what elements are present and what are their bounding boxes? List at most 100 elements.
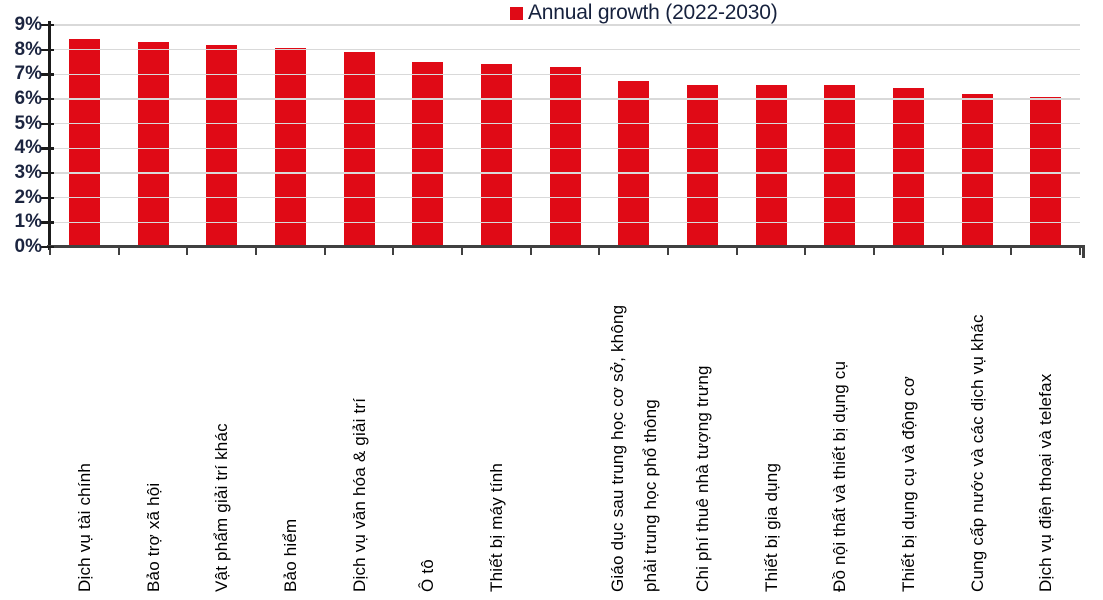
x-axis-tick: [735, 248, 738, 255]
x-axis-tick: [1079, 248, 1081, 255]
bar: [686, 85, 718, 247]
bar-slot: [805, 25, 874, 247]
y-axis-tick: [40, 122, 54, 125]
y-tick-label: 0%: [14, 236, 42, 257]
y-axis-tick: [40, 147, 54, 150]
gridline: [50, 98, 1080, 100]
x-label-slot: Thiết bị gia dụng: [737, 258, 806, 592]
bar: [824, 85, 856, 247]
y-axis-tick: [40, 221, 54, 224]
x-label-slot: Chi phí thuê nhà tượng trưng: [668, 258, 737, 592]
gridline: [50, 147, 1080, 150]
x-label-slot: Dịch vụ tài chính: [50, 258, 119, 592]
x-category-label: Thiết bị dụng cụ và động cơ: [898, 376, 918, 592]
gridline: [50, 221, 1080, 224]
x-category-label: Bảo trợ xã hội: [143, 482, 163, 592]
bar: [137, 42, 169, 247]
x-label-slot: Dịch vụ điện thoại và telefax: [1011, 258, 1080, 592]
bar-slot: [462, 25, 531, 247]
y-tick-label: 2%: [14, 186, 42, 208]
gridline: [50, 24, 1080, 26]
x-axis-tick: [117, 248, 120, 255]
y-tick-label: 3%: [14, 162, 42, 183]
bar-slot: [325, 25, 394, 247]
y-axis-tick: [40, 48, 54, 51]
x-category-label: Chi phí thuê nhà tượng trưng: [692, 365, 712, 592]
x-label-slot: Bảo trợ xã hội: [119, 258, 188, 592]
bar-slot: [393, 25, 462, 247]
y-axis-line: [48, 21, 51, 250]
x-axis-line: [47, 245, 1085, 248]
legend-label: Annual growth (2022-2030): [528, 1, 778, 24]
x-axis-tick: [598, 248, 601, 255]
x-label-slot: Bảo hiểm: [256, 258, 325, 592]
x-category-label: Dịch vụ tài chính: [74, 462, 94, 592]
gridline: [50, 196, 1080, 199]
x-label-slot: [531, 258, 600, 592]
y-axis-tick: [40, 196, 54, 199]
x-axis-tick: [461, 248, 463, 255]
x-category-label: Vật phẩm giải trí khác: [212, 423, 232, 592]
x-category-label: Thiết bị gia dụng: [761, 462, 781, 592]
x-axis-tick: [392, 248, 395, 255]
gridline: [50, 122, 1080, 125]
x-axis-tick: [1010, 248, 1013, 255]
bar: [549, 66, 581, 247]
bar: [961, 94, 993, 247]
x-category-label: Bảo hiểm: [280, 518, 300, 592]
x-axis-tick: [804, 248, 807, 255]
bar-slot: [668, 25, 737, 247]
bar: [68, 38, 100, 247]
y-tick-label: 9%: [14, 14, 42, 35]
bar: [892, 87, 924, 247]
x-axis-tick: [255, 248, 257, 255]
x-category-label: Ô tô: [418, 559, 438, 592]
x-label-slot: Cung cấp nước và các dịch vụ khác: [943, 258, 1012, 592]
x-category-label: Dịch vụ điện thoại và telefax: [1036, 373, 1056, 592]
x-axis-tick: [49, 248, 51, 255]
x-label-slot: Dịch vụ văn hóa & giải trí: [325, 258, 394, 592]
bar-slot: [187, 25, 256, 247]
legend: Annual growth (2022-2030): [510, 2, 778, 24]
legend-swatch: [510, 7, 523, 20]
x-axis-tick: [941, 248, 944, 255]
bar: [480, 64, 512, 247]
y-axis-tick: [40, 98, 54, 101]
x-label-slot: Ô tô: [393, 258, 462, 592]
bar-slot: [256, 25, 325, 247]
bar-slot: [737, 25, 806, 247]
x-label-slot: Giáo dục sau trung học cơ sở, không phải…: [599, 258, 668, 592]
x-axis-tick: [323, 248, 326, 255]
x-label-slot: Vật phẩm giải trí khác: [187, 258, 256, 592]
x-label-slot: Đồ nội thất và thiết bị dụng cụ: [805, 258, 874, 592]
bars-container: [50, 25, 1080, 247]
x-axis-tick: [873, 248, 875, 255]
bar-slot: [531, 25, 600, 247]
bar-slot: [1011, 25, 1080, 247]
x-axis-tick: [667, 248, 669, 255]
bar-slot: [943, 25, 1012, 247]
y-axis-tick: [40, 246, 54, 249]
x-category-label: Dịch vụ văn hóa & giải trí: [349, 397, 369, 592]
y-tick-label: 5%: [14, 112, 42, 134]
y-tick-label: 7%: [14, 63, 42, 85]
x-category-label: Cung cấp nước và các dịch vụ khác: [967, 314, 987, 592]
bar-slot: [119, 25, 188, 247]
bar: [206, 44, 238, 247]
x-category-label: Thiết bị máy tính: [486, 462, 506, 592]
x-axis-tick: [529, 248, 532, 255]
y-tick-label: 4%: [14, 137, 42, 159]
y-tick-label: 1%: [14, 211, 42, 233]
y-tick-label: 6%: [14, 88, 42, 109]
y-axis-tick: [40, 24, 54, 27]
x-axis-tick: [186, 248, 189, 255]
x-category-label: Đồ nội thất và thiết bị dụng cụ: [830, 360, 850, 592]
bar: [343, 52, 375, 247]
gridline: [50, 172, 1080, 174]
x-category-label: Giáo dục sau trung học cơ sở, không phải…: [607, 304, 660, 592]
bar: [618, 80, 650, 247]
gridline: [50, 48, 1080, 51]
bar-slot: [50, 25, 119, 247]
x-label-slot: Thiết bị máy tính: [462, 258, 531, 592]
